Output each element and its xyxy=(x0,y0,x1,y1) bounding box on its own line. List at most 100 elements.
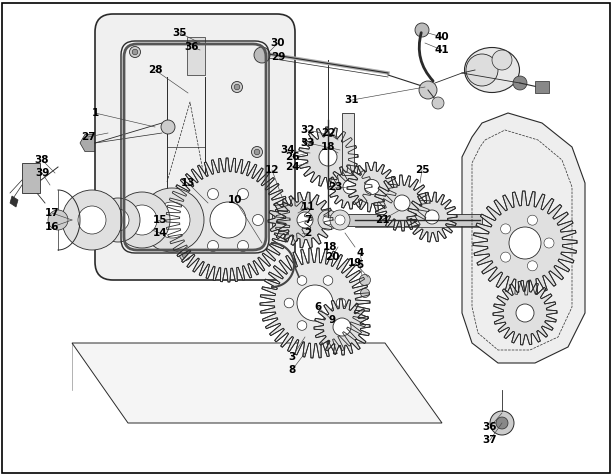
Polygon shape xyxy=(493,281,557,345)
Circle shape xyxy=(415,23,429,37)
Text: 11: 11 xyxy=(301,202,315,212)
Circle shape xyxy=(254,149,260,155)
Circle shape xyxy=(425,210,439,224)
Text: 5: 5 xyxy=(356,260,363,270)
Text: 13: 13 xyxy=(181,178,195,188)
Text: 35: 35 xyxy=(173,28,187,38)
Text: 30: 30 xyxy=(271,38,286,48)
Circle shape xyxy=(432,97,444,109)
Circle shape xyxy=(234,216,240,222)
Circle shape xyxy=(330,210,350,230)
Circle shape xyxy=(297,276,307,285)
Circle shape xyxy=(132,49,138,55)
Text: 1: 1 xyxy=(91,108,99,118)
Polygon shape xyxy=(407,192,457,242)
Circle shape xyxy=(509,227,541,259)
Circle shape xyxy=(323,276,333,285)
Text: 33: 33 xyxy=(301,138,315,148)
Text: 39: 39 xyxy=(35,168,49,178)
Circle shape xyxy=(419,81,437,99)
Circle shape xyxy=(357,172,387,202)
Circle shape xyxy=(318,210,338,230)
Text: 10: 10 xyxy=(228,195,243,205)
Circle shape xyxy=(325,310,359,344)
Circle shape xyxy=(490,208,560,278)
Text: 22: 22 xyxy=(321,128,335,138)
Text: 6: 6 xyxy=(314,302,322,312)
Circle shape xyxy=(179,249,190,260)
Circle shape xyxy=(127,205,157,235)
Circle shape xyxy=(386,187,418,219)
Text: 41: 41 xyxy=(435,45,449,55)
Circle shape xyxy=(161,120,175,134)
Polygon shape xyxy=(72,343,442,423)
Text: 38: 38 xyxy=(35,155,49,165)
Circle shape xyxy=(323,215,333,225)
Circle shape xyxy=(336,298,346,308)
Circle shape xyxy=(335,215,345,225)
Circle shape xyxy=(231,82,243,93)
Circle shape xyxy=(96,198,140,242)
Circle shape xyxy=(277,265,353,341)
Text: 40: 40 xyxy=(435,32,449,42)
Polygon shape xyxy=(314,299,370,355)
Circle shape xyxy=(137,216,143,222)
Circle shape xyxy=(544,238,554,248)
Polygon shape xyxy=(10,196,18,207)
Circle shape xyxy=(234,84,240,90)
Circle shape xyxy=(48,210,68,230)
Text: 27: 27 xyxy=(80,132,95,142)
Polygon shape xyxy=(298,127,358,187)
Circle shape xyxy=(62,190,122,250)
Text: 25: 25 xyxy=(414,165,429,175)
Circle shape xyxy=(492,50,512,70)
Bar xyxy=(22,163,40,193)
Circle shape xyxy=(394,195,410,211)
Circle shape xyxy=(360,288,370,297)
Circle shape xyxy=(490,411,514,435)
Text: 31: 31 xyxy=(344,95,359,105)
Text: 15: 15 xyxy=(153,215,167,225)
Polygon shape xyxy=(80,134,100,152)
Circle shape xyxy=(78,206,106,234)
Circle shape xyxy=(254,47,270,63)
Text: 36: 36 xyxy=(483,422,497,432)
Circle shape xyxy=(500,224,511,234)
Text: 3: 3 xyxy=(289,352,295,362)
Polygon shape xyxy=(374,175,430,231)
Circle shape xyxy=(134,213,146,225)
Circle shape xyxy=(513,76,527,90)
Circle shape xyxy=(208,240,219,251)
Circle shape xyxy=(365,180,379,194)
Circle shape xyxy=(500,252,511,262)
Circle shape xyxy=(276,206,304,234)
Circle shape xyxy=(238,189,249,200)
Circle shape xyxy=(107,209,129,231)
Circle shape xyxy=(297,321,307,330)
Text: 37: 37 xyxy=(483,435,497,445)
Text: 36: 36 xyxy=(185,42,200,52)
Circle shape xyxy=(154,202,190,238)
Bar xyxy=(272,214,482,226)
Circle shape xyxy=(208,189,219,200)
Circle shape xyxy=(238,240,249,251)
Circle shape xyxy=(297,285,333,321)
FancyArrowPatch shape xyxy=(419,33,433,81)
Text: 23: 23 xyxy=(328,182,342,192)
Text: 28: 28 xyxy=(148,65,162,75)
Text: 4: 4 xyxy=(356,248,363,258)
Text: 2: 2 xyxy=(305,228,312,238)
Polygon shape xyxy=(328,165,372,209)
Circle shape xyxy=(466,54,498,86)
Circle shape xyxy=(309,138,347,176)
Text: 24: 24 xyxy=(285,162,299,172)
Circle shape xyxy=(343,180,357,194)
Text: 14: 14 xyxy=(153,228,167,238)
Bar xyxy=(187,37,205,75)
Circle shape xyxy=(516,304,534,322)
Circle shape xyxy=(283,213,297,227)
Circle shape xyxy=(284,298,294,308)
Text: 17: 17 xyxy=(45,208,60,218)
Polygon shape xyxy=(277,192,333,248)
Circle shape xyxy=(252,146,263,158)
